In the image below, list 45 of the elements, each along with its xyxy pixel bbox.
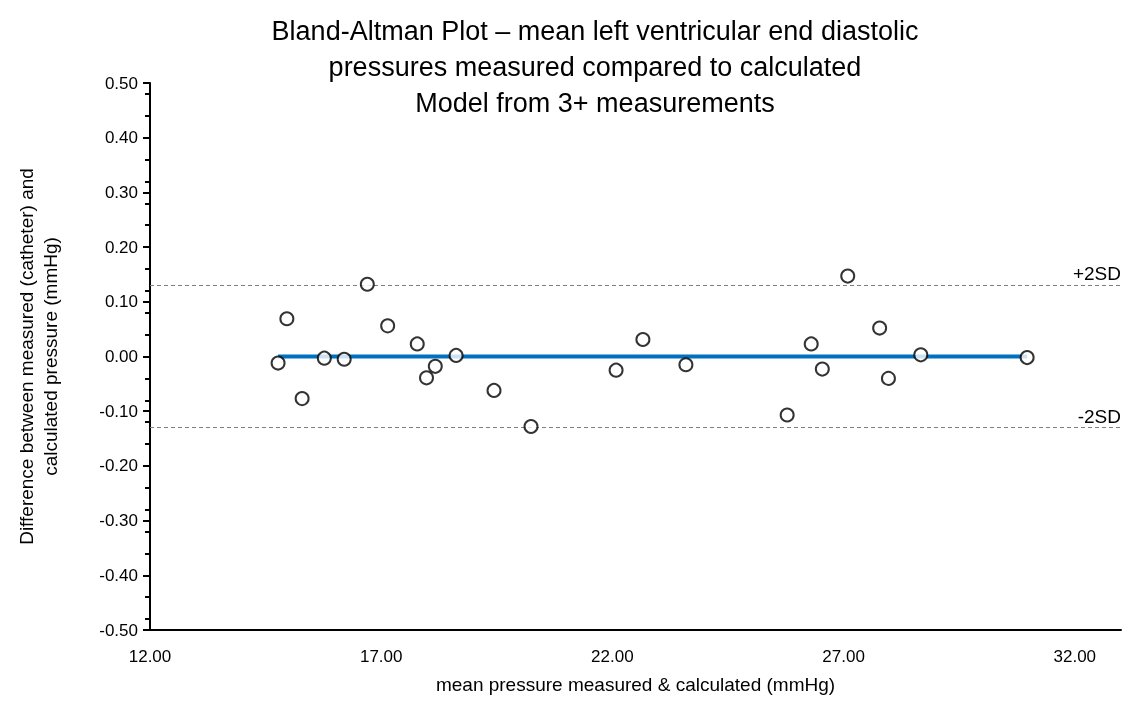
- point: [486, 382, 502, 398]
- y-tick-label: 0.10: [104, 292, 138, 312]
- ref-line-label: -2SD: [1077, 405, 1121, 427]
- ref-line-label: +2SD: [1072, 263, 1121, 285]
- y-tick-label: -0.50: [99, 620, 138, 640]
- point: [380, 318, 396, 334]
- x-tick-label: 17.00: [359, 647, 403, 666]
- point: [336, 351, 352, 367]
- y-tick-label: -0.10: [99, 401, 138, 421]
- point: [294, 391, 310, 407]
- point: [840, 268, 856, 284]
- y-tick-label: -0.40: [99, 565, 138, 585]
- x-tick-label: 22.00: [591, 647, 634, 666]
- point: [880, 370, 896, 386]
- y-tick-label: -0.20: [99, 456, 138, 476]
- point: [448, 347, 464, 363]
- y-tick-label: 0.00: [104, 347, 138, 366]
- point: [279, 311, 295, 327]
- point: [523, 419, 539, 435]
- x-tick-label: 32.00: [1053, 647, 1097, 666]
- y-tick-label: 0.50: [104, 73, 138, 93]
- x-axis-title: mean pressure measured & calculated (mmHg): [435, 674, 836, 695]
- point: [814, 361, 830, 377]
- y-tick-label: -0.30: [99, 511, 138, 531]
- point: [872, 320, 888, 336]
- point: [678, 357, 694, 373]
- point: [427, 358, 443, 374]
- point: [1019, 350, 1035, 366]
- point: [803, 336, 819, 352]
- y-tick-label: 0.20: [104, 237, 138, 257]
- point: [913, 347, 929, 363]
- chart-title: Bland-Altman Plot – mean left ventricular end diastolic pressures measured compared to calculated Model from 3+ measurements: [271, 16, 919, 118]
- point: [270, 355, 286, 371]
- point: [608, 362, 624, 378]
- x-tick-label: 12.00: [128, 647, 172, 666]
- point: [359, 276, 375, 292]
- y-tick-label: 0.30: [104, 182, 138, 202]
- y-tick-label: 0.40: [104, 128, 138, 148]
- point: [635, 332, 651, 348]
- x-tick-label: 27.00: [822, 647, 865, 666]
- point: [779, 407, 795, 423]
- point: [409, 336, 425, 352]
- point: [419, 370, 434, 386]
- y-axis-title: Difference between measured (catheter) and calculated pressure (mmHg): [15, 168, 61, 545]
- point: [316, 350, 332, 366]
